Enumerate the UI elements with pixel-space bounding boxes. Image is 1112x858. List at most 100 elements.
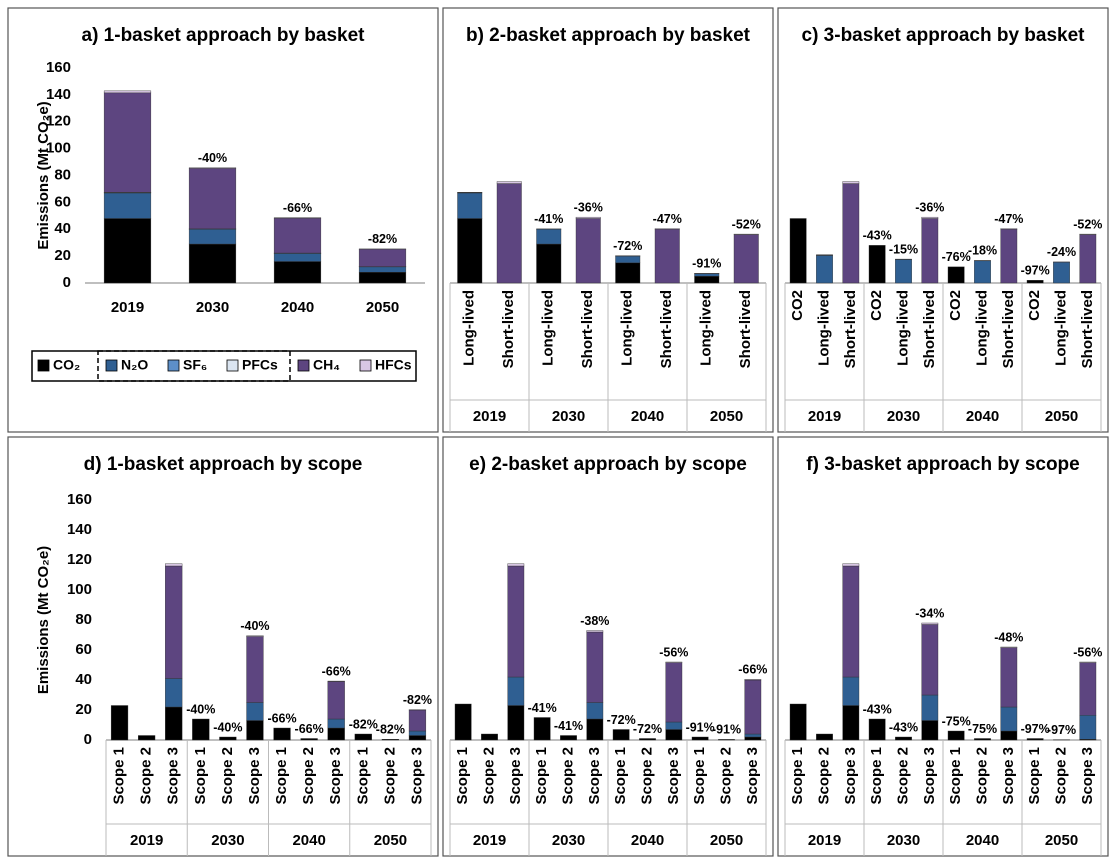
bar-segment: [575, 218, 601, 284]
change-label: -66%: [295, 722, 324, 736]
x-tick-label: Scope 2: [300, 747, 317, 805]
legend-frame: [31, 350, 417, 382]
bar-segment: [842, 183, 860, 284]
x-tick-label: Scope 1: [192, 747, 209, 805]
change-label: -66%: [267, 711, 296, 725]
x-tick-label: Scope 3: [842, 747, 859, 805]
bar-segment: [816, 255, 833, 284]
bar-segment: [273, 727, 291, 741]
x-tick-label: Scope 2: [894, 747, 911, 805]
bar-segment: [273, 253, 322, 262]
bar-segment: [457, 192, 483, 219]
bar-segment: [694, 273, 720, 277]
chart-title: f) 3-basket approach by scope: [806, 454, 1079, 475]
x-tick-label: Scope 2: [559, 747, 576, 805]
bar-segment: [273, 261, 322, 284]
bar-segment: [188, 229, 237, 245]
bar-segment: [103, 92, 152, 193]
change-label: -40%: [240, 619, 269, 633]
x-tick-label: Scope 1: [454, 747, 471, 805]
bar-segment: [744, 679, 762, 735]
legend-label: HFCs: [375, 357, 412, 373]
change-label: -40%: [198, 151, 227, 165]
bar-segment: [654, 228, 680, 230]
change-label: -41%: [554, 719, 583, 733]
bar-segment: [947, 266, 965, 284]
change-label: -97%: [1047, 723, 1076, 737]
bar-segment: [744, 679, 762, 681]
x-tick-label: Short-lived: [1079, 290, 1096, 368]
bar-segment: [1026, 280, 1044, 284]
x-tick-label: Long-lived: [461, 290, 478, 366]
legend-swatch: [105, 359, 118, 372]
bar-segment: [536, 229, 562, 245]
bar-segment: [586, 702, 604, 720]
bar-segment: [895, 736, 912, 741]
change-label: -43%: [863, 702, 892, 716]
bar-segment: [536, 243, 562, 284]
bar-segment: [691, 736, 709, 741]
change-label: -52%: [732, 217, 761, 231]
change-label: -52%: [1073, 217, 1102, 231]
bar-segment: [507, 705, 525, 741]
x-tick-label: CO2: [789, 290, 806, 321]
change-label: -82%: [376, 723, 405, 737]
bar-segment: [1079, 233, 1097, 235]
panel-frame: [7, 7, 439, 433]
change-label: -82%: [368, 232, 397, 246]
group-label: 2019: [473, 832, 506, 849]
bar-segment: [921, 694, 939, 721]
bar-segment: [354, 733, 372, 741]
x-tick-label: Short-lived: [500, 290, 517, 368]
bar-segment: [789, 218, 807, 284]
change-label: -15%: [889, 242, 918, 256]
x-tick-label: Scope 1: [691, 747, 708, 805]
group-label: 2040: [292, 832, 325, 849]
change-label: -66%: [738, 663, 767, 677]
bar-segment: [1000, 730, 1018, 741]
x-tick-label: CO2: [1026, 290, 1043, 321]
group-label: 2050: [1045, 832, 1078, 849]
x-tick-label: Long-lived: [973, 290, 990, 366]
bar-segment: [1079, 234, 1097, 284]
group-label: 2050: [1045, 408, 1078, 425]
change-label: -40%: [186, 702, 215, 716]
y-tick-label: 100: [67, 581, 92, 598]
bar-segment: [246, 635, 264, 637]
y-tick-label: 120: [67, 551, 92, 568]
bar-segment: [868, 245, 886, 284]
group-label: 2019: [473, 408, 506, 425]
bar-segment: [138, 735, 156, 741]
x-tick-label: 2040: [281, 299, 314, 316]
bar-segment: [895, 259, 912, 284]
y-tick-label: 100: [46, 140, 71, 157]
change-label: -43%: [863, 229, 892, 243]
group-label: 2019: [808, 832, 841, 849]
bar-segment: [586, 718, 604, 741]
group-label: 2040: [631, 832, 664, 849]
bar-segment: [947, 730, 965, 741]
chart-title: a) 1-basket approach by basket: [82, 25, 366, 46]
bar-segment: [612, 729, 630, 741]
bar-segment: [921, 216, 939, 219]
change-label: -56%: [1073, 645, 1102, 659]
bar-segment: [1053, 261, 1070, 284]
x-tick-label: 2030: [196, 299, 229, 316]
change-label: -72%: [613, 239, 642, 253]
legend-swatch: [297, 359, 310, 372]
x-tick-label: Scope 3: [586, 747, 603, 805]
legend-label: SF₆: [183, 357, 207, 373]
bar-segment: [1079, 662, 1097, 716]
change-label: -66%: [283, 201, 312, 215]
bar-segment: [327, 727, 345, 741]
bar-segment: [110, 705, 129, 741]
x-tick-label: Short-lived: [921, 290, 938, 368]
group-label: 2030: [552, 408, 585, 425]
x-tick-label: Long-lived: [698, 290, 715, 366]
bar-segment: [533, 717, 551, 741]
bar-segment: [1026, 738, 1044, 741]
change-label: -34%: [915, 606, 944, 620]
bar-segment: [575, 216, 601, 219]
x-tick-label: Scope 2: [638, 747, 655, 805]
